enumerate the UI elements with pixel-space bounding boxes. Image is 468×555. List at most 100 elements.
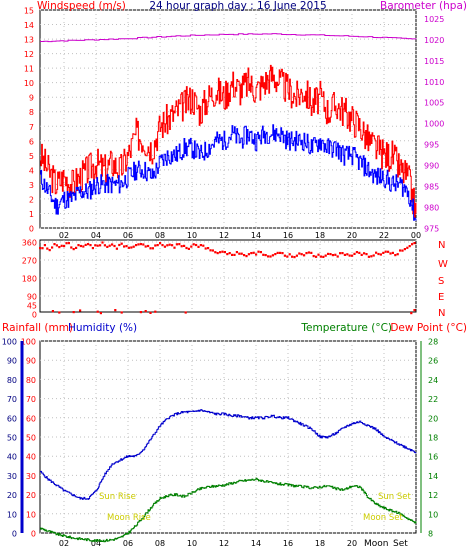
direction-point [127, 246, 130, 249]
direction-point [264, 254, 267, 257]
barometer-axis-title: Barometer (hpa) [380, 0, 467, 12]
direction-point [204, 247, 207, 250]
chart-title: 24 hour graph day : 16 June 2015 [149, 0, 326, 12]
direction-point [144, 310, 147, 313]
direction-point [84, 243, 87, 246]
direction-point [106, 245, 109, 248]
direction-point [228, 252, 231, 255]
direction-point [312, 255, 315, 258]
direction-point [82, 245, 85, 248]
direction-tick-label: 180 [22, 275, 37, 284]
axis-labels: 0123456789101112131415975980985990995100… [2, 7, 448, 549]
direction-point [279, 251, 282, 254]
temperature-tick-label: 22 [428, 395, 438, 404]
hour-tick-label: 06 [123, 539, 133, 548]
direction-point [51, 310, 54, 313]
direction-point [235, 251, 238, 254]
direction-point [221, 250, 224, 253]
grid-lines [40, 9, 417, 534]
direction-point [70, 246, 73, 249]
direction-tick-label: 360 [22, 239, 37, 248]
humidity-tick-label: 10 [26, 510, 36, 519]
direction-point [48, 249, 51, 252]
direction-point [166, 244, 169, 247]
direction-point [216, 252, 219, 255]
hour-tick-label: 08 [155, 231, 165, 240]
direction-point [72, 311, 75, 314]
direction-point [382, 251, 385, 254]
hour-tick-label: 20 [347, 231, 357, 240]
direction-point [101, 241, 104, 244]
temperature-tick-label: 24 [428, 376, 438, 385]
direction-point [132, 245, 135, 248]
direction-point [183, 244, 186, 247]
data-series [39, 33, 417, 543]
windspeed-axis-title: Windspeed (m/s) [37, 0, 126, 12]
direction-point [365, 253, 368, 256]
hour-tick-label: 00 [411, 231, 421, 240]
direction-point [243, 254, 246, 257]
direction-point [247, 253, 250, 256]
direction-point [367, 255, 370, 258]
direction-point [274, 253, 277, 256]
direction-point [120, 242, 123, 245]
hour-tick-label: 12 [219, 231, 229, 240]
direction-point [58, 246, 61, 249]
direction-point [154, 244, 157, 247]
direction-point [115, 247, 118, 250]
windspeed-tick-label: 7 [29, 123, 34, 132]
direction-point [147, 244, 150, 248]
direction-point [199, 244, 202, 247]
direction-point [339, 252, 342, 255]
hour-tick-label: 16 [283, 231, 293, 240]
barometer-tick-label: 1020 [424, 36, 444, 45]
direction-point [99, 312, 102, 315]
hour-tick-label: 18 [315, 539, 325, 548]
barometer-tick-label: 1015 [424, 57, 444, 66]
direction-point [197, 245, 200, 248]
direction-point [384, 250, 387, 253]
windspeed-tick-label: 8 [29, 108, 34, 117]
direction-point [75, 246, 78, 249]
hour-tick-label: 08 [155, 539, 165, 548]
windspeed-tick-label: 9 [29, 94, 34, 103]
direction-point [135, 244, 138, 247]
direction-point [51, 246, 54, 249]
direction-point [192, 243, 195, 246]
temperature-tick-label: 12 [428, 491, 438, 500]
direction-point [87, 243, 90, 246]
direction-point [195, 243, 198, 247]
direction-point [190, 245, 193, 248]
windspeed-tick-label: 14 [24, 21, 34, 30]
rainfall-tick-label: 80 [7, 376, 17, 385]
rainfall-tick-label: 10 [7, 510, 17, 519]
direction-point [113, 244, 116, 248]
direction-point [163, 245, 166, 248]
direction-point [413, 309, 416, 312]
direction-point [391, 251, 394, 254]
direction-point [96, 244, 99, 247]
direction-point [43, 244, 46, 247]
direction-point [317, 253, 320, 256]
moon-rise-label: Moon Rise [107, 513, 151, 523]
direction-point [79, 309, 82, 312]
direction-point [255, 253, 258, 256]
direction-point [39, 247, 42, 250]
direction-tick-label: 0 [32, 311, 37, 320]
direction-point [408, 245, 411, 248]
direction-tick-label: 90 [27, 293, 37, 302]
rainfall-tick-label: 20 [7, 491, 17, 500]
direction-point [291, 255, 294, 258]
direction-point [46, 247, 49, 250]
direction-point [329, 253, 332, 256]
direction-point [149, 247, 152, 250]
humidity-tick-label: 70 [26, 395, 36, 404]
direction-point [327, 252, 330, 255]
moonrise-marker: Moon [364, 539, 388, 549]
direction-point [331, 254, 334, 257]
rainfall-tick-label: 70 [7, 395, 17, 404]
moonset-marker: Set [393, 539, 408, 549]
direction-point [262, 253, 265, 256]
windspeed-tick-label: 5 [29, 152, 34, 161]
rainfall-tick-label: 0 [12, 530, 17, 539]
